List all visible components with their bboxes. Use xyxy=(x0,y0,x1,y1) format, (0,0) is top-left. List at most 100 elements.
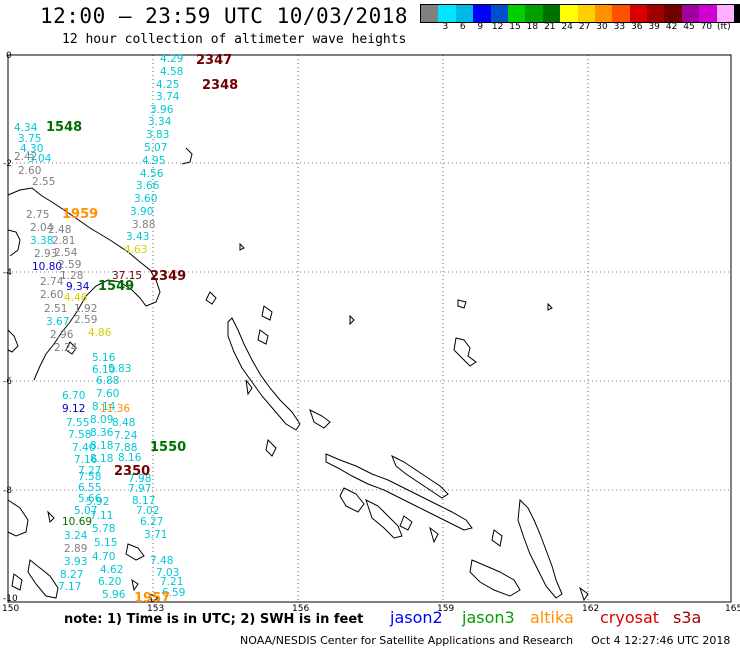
wave-height-label: 4.86 xyxy=(88,327,112,339)
wave-height-label: 4.46 xyxy=(64,292,88,304)
scale-label: 21 xyxy=(544,22,556,32)
wave-height-label: 5.15 xyxy=(94,537,117,549)
wave-height-label: 5.83 xyxy=(108,363,131,375)
scale-label: (ft) xyxy=(717,22,731,32)
pass-time-label: 2347 xyxy=(196,53,232,68)
wave-height-label: 1.28 xyxy=(60,270,83,282)
map-frame xyxy=(7,54,732,603)
lat-tick-label: -2 xyxy=(3,159,12,169)
lon-tick-label: 162 xyxy=(582,604,600,614)
scale-swatch xyxy=(438,5,456,22)
lon-tick-label: 159 xyxy=(437,604,455,614)
wave-height-label: 11.36 xyxy=(100,403,130,415)
wave-height-label: 3.90 xyxy=(130,206,153,218)
scale-swatch xyxy=(664,5,682,22)
wave-height-label: 3.24 xyxy=(64,530,88,542)
wave-height-label: 8.09 xyxy=(90,414,113,426)
scale-label: 39 xyxy=(648,22,660,32)
wave-height-label: 2.75 xyxy=(26,209,49,221)
wave-height-label: 2.59 xyxy=(58,259,81,271)
wave-height-label: 7.97 xyxy=(128,483,151,495)
wave-height-label: 8.36 xyxy=(90,427,114,439)
wave-height-label: 8.27 xyxy=(60,569,83,581)
wave-height-label: 3.93 xyxy=(64,556,87,568)
wave-height-label: 3.71 xyxy=(144,529,167,541)
satellite-legend-altika: altika xyxy=(530,608,574,627)
pass-time-label: 2350 xyxy=(114,464,150,479)
wave-height-label: 2.60 xyxy=(40,289,63,301)
scale-label: 36 xyxy=(631,22,643,32)
wave-height-label: 7.02 xyxy=(136,505,159,517)
wave-height-label: 2.74 xyxy=(40,276,64,288)
wave-height-label: 2.24 xyxy=(54,342,78,354)
wave-height-label: 7.16 xyxy=(74,454,98,466)
pass-time-label: 2349 xyxy=(150,269,186,284)
wave-height-label: 7.48 xyxy=(150,555,173,567)
wave-height-label: 3.34 xyxy=(148,116,172,128)
wave-height-label: 3.96 xyxy=(150,104,174,116)
coastline xyxy=(7,147,589,603)
scale-label: 33 xyxy=(613,22,626,32)
wave-height-label: 3.38 xyxy=(30,235,53,247)
wave-height-label: 7.17 xyxy=(58,581,81,593)
wave-height-label: 2.42 xyxy=(14,151,37,163)
wave-height-label: 6.59 xyxy=(162,587,185,599)
wave-height-label: 8.17 xyxy=(132,495,155,507)
wave-height-label: 5.96 xyxy=(102,589,126,601)
units-note: note: 1) Time is in UTC; 2) SWH is in fe… xyxy=(64,612,364,627)
scale-swatch xyxy=(699,5,717,22)
wave-height-label: 6.27 xyxy=(140,516,163,528)
wave-height-label: 2.93 xyxy=(34,248,57,260)
wave-height-label: 3.04 xyxy=(28,153,52,165)
satellite-legend-jason2: jason2 xyxy=(390,608,443,627)
page-title: 12:00 – 23:59 UTC 10/03/2018 xyxy=(40,4,409,28)
scale-label: 12 xyxy=(491,22,504,32)
wave-height-label: 7.24 xyxy=(114,430,138,442)
scale-label: 27 xyxy=(578,22,591,32)
wave-height-label: 2.59 xyxy=(74,314,97,326)
wave-height-label: 3.67 xyxy=(46,316,69,328)
wave-height-label: 3.66 xyxy=(136,180,160,192)
wave-height-label: 6.10 xyxy=(92,364,115,376)
scale-swatch xyxy=(473,5,491,22)
pass-time-label: 1959 xyxy=(62,207,98,222)
pass-time-label: 1550 xyxy=(150,440,186,455)
pass-time-label: 1548 xyxy=(46,120,82,135)
wave-height-label: 2.04 xyxy=(30,222,54,234)
scale-swatch xyxy=(594,5,613,22)
wave-height-label: 4.30 xyxy=(20,143,43,155)
scale-swatch xyxy=(421,5,439,22)
wave-height-label: 6.70 xyxy=(62,390,85,402)
pass-time-label: 1549 xyxy=(98,279,134,294)
wave-height-label: 2.96 xyxy=(50,329,74,341)
wave-height-label: 2.54 xyxy=(54,247,78,259)
wave-height-label: 3.43 xyxy=(126,231,149,243)
lat-lon-grid xyxy=(8,55,731,602)
satellite-legend-cryosat: cryosat xyxy=(600,608,660,627)
wave-height-label: 6.88 xyxy=(96,375,119,387)
scale-label: 9 xyxy=(477,22,484,32)
wave-height-label: 2.51 xyxy=(44,303,67,315)
observation-labels: 4.294.584.253.743.963.343.835.074.954.56… xyxy=(14,53,185,601)
wave-height-label: 5.78 xyxy=(92,523,115,535)
scale-label: 18 xyxy=(526,22,539,32)
scale-label: 15 xyxy=(509,22,521,32)
wave-height-label: 4.63 xyxy=(124,244,147,256)
wave-height-label: 7.58 xyxy=(78,471,101,483)
scale-label: 45 xyxy=(683,22,695,32)
wave-height-label: 2.60 xyxy=(18,165,41,177)
wave-height-label: 2.81 xyxy=(52,235,75,247)
lat-tick-label: -8 xyxy=(3,486,12,496)
scale-swatch xyxy=(455,5,474,22)
scale-swatch xyxy=(716,5,735,22)
scale-label: 3 xyxy=(442,22,449,32)
credit-text: NOAA/NESDIS Center for Satellite Applica… xyxy=(240,634,574,647)
pass-time-label: 2348 xyxy=(202,78,238,93)
wave-height-label: 9.34 xyxy=(66,281,90,293)
wave-height-label: 5.07 xyxy=(74,505,97,517)
lat-tick-label: -4 xyxy=(3,268,12,278)
scale-swatch xyxy=(612,5,630,22)
wave-height-label: 7.21 xyxy=(160,576,183,588)
